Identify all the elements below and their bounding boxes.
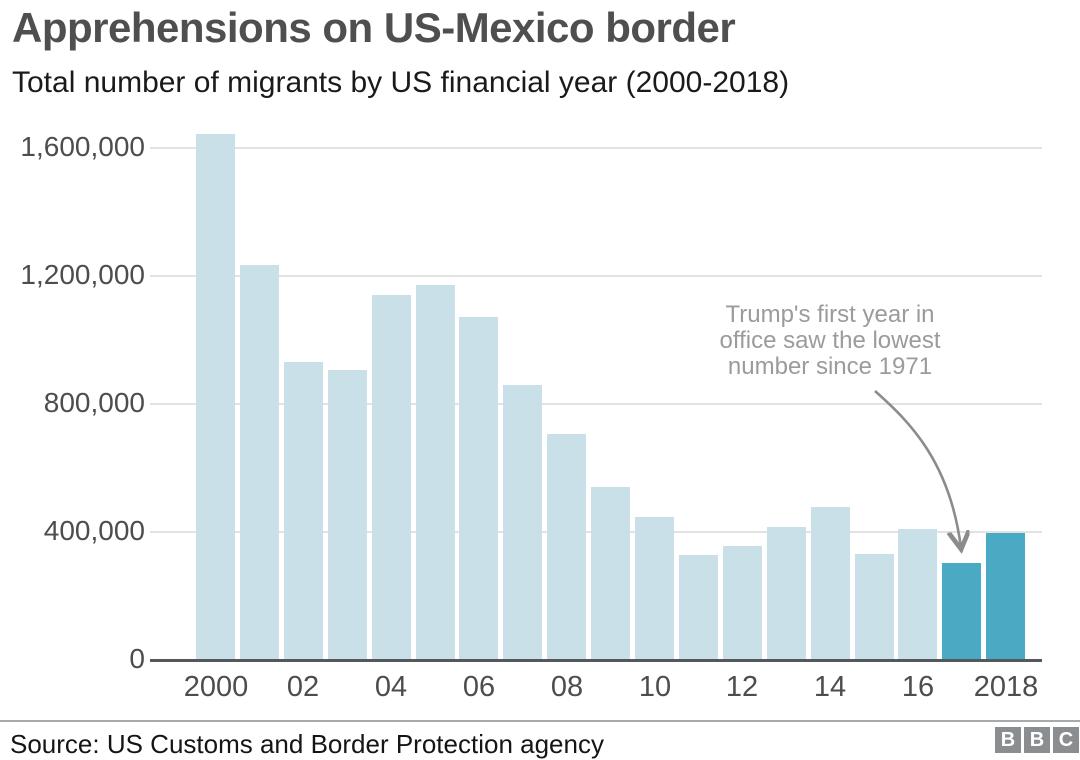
bar-2010 (635, 517, 674, 660)
bar-2015 (855, 554, 894, 660)
x-axis-tick-label: 06 (462, 671, 496, 703)
gridline (150, 147, 1042, 149)
bar-2009 (591, 487, 630, 660)
y-axis-tick-label: 400,000 (43, 515, 145, 546)
y-axis-tick-label: 800,000 (43, 387, 145, 418)
bar-2004 (372, 295, 411, 660)
bar-2007 (503, 385, 542, 660)
x-axis-tick-label: 02 (286, 671, 320, 703)
footer-divider (0, 720, 1080, 722)
bar-2012 (723, 546, 762, 660)
bar-2005 (416, 285, 455, 660)
source-text: Source: US Customs and Border Protection… (10, 729, 604, 759)
bar-2018 (986, 533, 1025, 660)
x-axis-tick-label: 04 (374, 671, 408, 703)
x-axis-line (150, 659, 1042, 662)
x-axis-tick-label: 14 (813, 671, 847, 703)
annotation-line: number since 1971 (727, 353, 933, 380)
annotation-line: office saw the lowest (719, 327, 941, 354)
bbc-logo-block: C (1053, 727, 1079, 753)
bar-2003 (328, 370, 367, 660)
x-axis-tick-label: 10 (638, 671, 672, 703)
annotation-line: Trump's first year in (725, 301, 935, 328)
x-axis-tick-label: 16 (901, 671, 935, 703)
bar-2014 (811, 507, 850, 660)
bar-2013 (767, 527, 806, 660)
page-subtitle: Total number of migrants by US financial… (12, 66, 790, 99)
annotation: Trump's first year in office saw the low… (695, 302, 965, 380)
x-axis-tick-label: 2000 (183, 671, 249, 703)
bar-2006 (459, 317, 498, 660)
page-title: Apprehensions on US-Mexico border (12, 4, 736, 51)
x-axis-tick-label: 08 (550, 671, 584, 703)
gridline (150, 275, 1042, 277)
y-axis-tick-label: 1,600,000 (20, 131, 145, 162)
bar-2001 (240, 265, 279, 660)
bar-2017 (942, 563, 981, 660)
bbc-logo-block: B (995, 727, 1021, 753)
x-axis-tick-label: 2018 (973, 671, 1039, 703)
x-axis-tick-label: 12 (725, 671, 759, 703)
bar-2016 (898, 529, 937, 660)
bar-2011 (679, 555, 718, 660)
y-axis-tick-label: 0 (129, 643, 145, 674)
bar-2000 (196, 134, 235, 660)
bar-2008 (547, 434, 586, 660)
bar-2002 (284, 362, 323, 660)
bbc-logo-block: B (1024, 727, 1050, 753)
y-axis-tick-label: 1,200,000 (20, 259, 145, 290)
bbc-logo: B B C (995, 727, 1079, 753)
gridline (150, 403, 1042, 405)
